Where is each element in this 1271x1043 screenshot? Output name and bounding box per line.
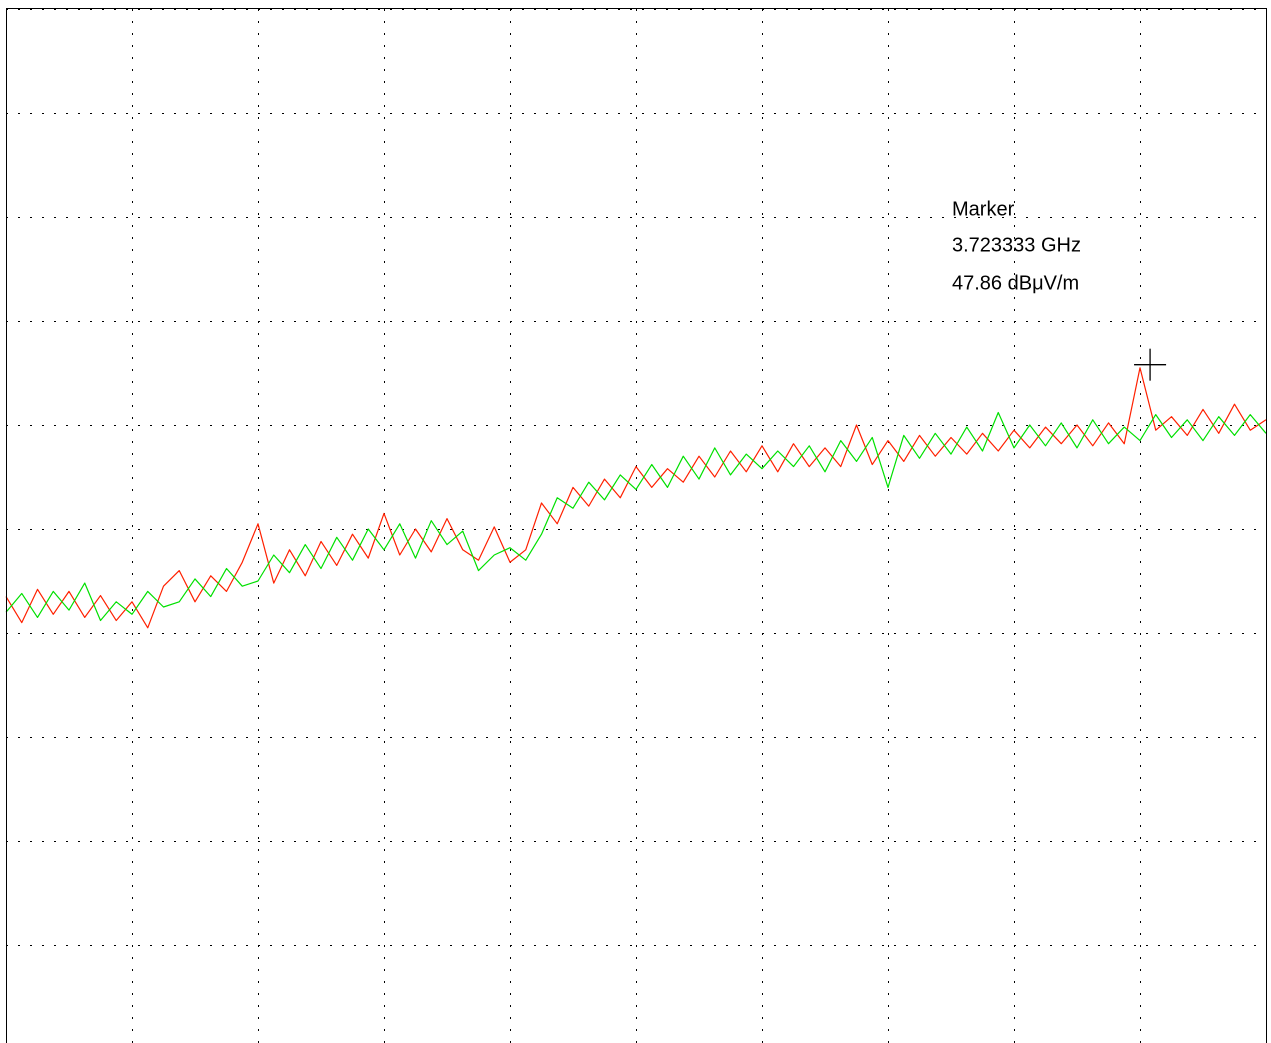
traces: [5, 367, 1267, 629]
trace-line: [5, 367, 1267, 629]
marker-title: Marker: [952, 198, 1015, 220]
marker-crosshair: [1134, 348, 1167, 381]
marker: Marker 3.723333 GHz 47.86 dBμV/m: [952, 198, 1167, 381]
marker-frequency: 3.723333 GHz: [952, 234, 1081, 256]
plot-frame: [6, 8, 1267, 1043]
grid: [6, 9, 1267, 1043]
marker-level: 47.86 dBμV/m: [952, 272, 1079, 294]
trace-line: [5, 411, 1267, 622]
